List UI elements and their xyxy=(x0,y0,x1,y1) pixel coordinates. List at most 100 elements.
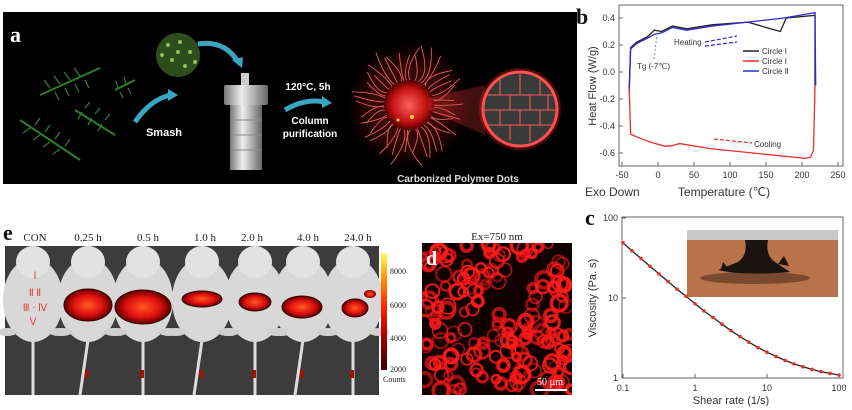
cell xyxy=(505,334,519,348)
data-point xyxy=(675,287,679,291)
x-tick-label: 200 xyxy=(794,170,809,180)
polymer-chain xyxy=(422,124,437,152)
cell xyxy=(531,243,545,254)
mouse-head xyxy=(71,246,105,278)
exo-down-note: Exo Down xyxy=(585,185,640,199)
polymer-chain xyxy=(429,117,457,136)
cell xyxy=(562,359,572,376)
mouse-timepoint xyxy=(317,246,389,395)
cell xyxy=(490,373,502,385)
cell xyxy=(468,337,481,350)
cell xyxy=(551,254,566,269)
cell xyxy=(422,338,434,354)
cell xyxy=(496,358,511,373)
data-point xyxy=(801,365,805,369)
mouse-leg xyxy=(267,328,287,336)
cell-fluorescence-image xyxy=(422,243,572,395)
x-tick-label: -50 xyxy=(615,170,628,180)
cell xyxy=(544,333,560,348)
legend-label: Circle Ⅱ xyxy=(762,67,789,76)
polymer-chain xyxy=(390,128,406,165)
cell xyxy=(422,370,434,389)
rheometer-photo-inset xyxy=(687,230,838,297)
data-point xyxy=(774,354,778,359)
cell xyxy=(480,243,497,253)
panel-d-cell-fluorescence: Ex=750 nm d 50 µm xyxy=(422,231,572,395)
cell xyxy=(475,370,489,384)
data-point xyxy=(639,256,643,261)
panel-e-letter: e xyxy=(3,220,13,245)
carbonized-polymer-dot-illustration xyxy=(347,43,471,167)
cell xyxy=(543,307,559,324)
product-label: Carbonized Polymer Dots xyxy=(397,174,519,185)
data-point xyxy=(819,369,823,374)
y-axis-label: Viscosity (Pa. s) xyxy=(587,259,599,338)
cell xyxy=(562,327,572,341)
data-point xyxy=(783,358,787,363)
x-axis-label: Shear rate (1/s) xyxy=(693,395,769,407)
polymer-chain xyxy=(391,127,402,155)
cell xyxy=(428,254,440,266)
timepoint-label: 0.5 h xyxy=(137,232,160,244)
y-tick-label: 0.2 xyxy=(602,40,615,50)
polymer-chain xyxy=(430,78,461,96)
organ-region-labels: Ⅰ Ⅱ Ⅱ Ⅲ · Ⅳ Ⅴ xyxy=(23,271,48,328)
cell xyxy=(451,342,466,357)
fluorescence-signal xyxy=(63,288,113,322)
timepoint-label: 4.0 h xyxy=(297,232,320,244)
organ-label: Ⅴ xyxy=(30,317,37,328)
polymer-chain xyxy=(369,122,394,142)
cell xyxy=(459,243,475,254)
polymer-chain xyxy=(367,64,394,88)
data-point xyxy=(702,309,706,313)
panel-d-letter: d xyxy=(426,248,437,270)
panel-e-in-vivo-imaging: e CON 0.25 h 0.5 h 1.0 h 2.0 h 4.0 h 24.0 h Ⅰ … xyxy=(0,220,406,396)
annotation-cooling: Cooling xyxy=(754,140,781,149)
polymer-chain xyxy=(379,126,399,155)
mouse-timepoint xyxy=(219,246,291,395)
mouse-head xyxy=(185,246,219,278)
data-point xyxy=(684,294,688,299)
mouse-tail xyxy=(78,339,90,396)
cell xyxy=(459,306,470,318)
cell xyxy=(486,328,501,343)
data-point xyxy=(693,301,697,306)
mouse-tail xyxy=(293,339,305,396)
polymer-chain xyxy=(386,56,402,83)
colorbar-label: Counts xyxy=(383,375,406,384)
timepoint-label: CON xyxy=(23,232,46,244)
cell xyxy=(473,341,492,360)
data-point xyxy=(792,362,796,366)
cell xyxy=(439,280,452,292)
tail-injection-signal xyxy=(300,370,304,378)
data-point xyxy=(648,264,652,269)
polymer-chain xyxy=(413,55,418,82)
cell xyxy=(488,349,503,364)
mouse-leg xyxy=(166,328,186,336)
data-point xyxy=(837,373,841,377)
cell xyxy=(492,248,506,263)
colorbar xyxy=(381,253,387,370)
panel-a-schematic: a Smash 120°C, 5h Column purification xyxy=(3,12,577,185)
y-tick-label: 0.0 xyxy=(602,67,615,77)
cell xyxy=(463,281,478,295)
fluorescence-signal xyxy=(341,298,369,318)
cell xyxy=(501,318,518,335)
data-point xyxy=(738,334,742,339)
cell xyxy=(496,262,513,278)
annotation-heating: Heating xyxy=(674,38,702,47)
data-point xyxy=(729,328,733,333)
fluorescence-signal xyxy=(364,290,376,298)
polymer-chain xyxy=(375,52,396,86)
cell xyxy=(424,261,435,272)
cell xyxy=(439,297,457,315)
cell xyxy=(511,351,522,363)
x-axis-label: Temperature (℃) xyxy=(678,185,770,199)
cooling-arrow xyxy=(713,138,753,144)
excitation-label: Ex=750 nm xyxy=(471,231,523,243)
timepoint-label: 24.0 h xyxy=(344,232,372,244)
pine-needle-leaves-image xyxy=(19,67,136,161)
mouse-tail xyxy=(192,339,204,396)
polymer-chain xyxy=(416,127,428,158)
